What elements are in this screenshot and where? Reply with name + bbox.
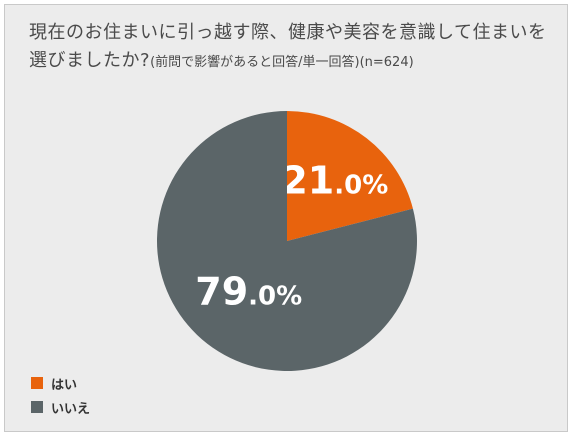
pie-chart: 21.0% 79.0% (156, 111, 417, 371)
chart-title-main: 現在のお住まいに引っ越す際、健康や美容を意識して住まいを選びましたか? (29, 22, 547, 71)
legend-label-yes: はい (51, 377, 78, 393)
chart-title: 現在のお住まいに引っ越す際、健康や美容を意識して住まいを選びましたか?(前問で影… (29, 19, 549, 77)
legend-swatch-no (31, 401, 43, 413)
data-label-yes: 21.0% (281, 158, 388, 202)
chart-title-note: (前問で影響があると回答/単一回答)(n=624) (150, 55, 414, 70)
legend: はい いいえ (31, 371, 90, 419)
pie-slice-no (156, 111, 417, 371)
chart-card: 現在のお住まいに引っ越す際、健康や美容を意識して住まいを選びましたか?(前問で影… (4, 4, 568, 432)
pie-slice-yes (287, 111, 413, 241)
legend-swatch-yes (31, 377, 43, 389)
legend-label-no: いいえ (51, 401, 91, 417)
legend-item-no: いいえ (31, 395, 90, 419)
legend-item-yes: はい (31, 371, 90, 395)
data-label-no: 79.0% (195, 269, 302, 313)
